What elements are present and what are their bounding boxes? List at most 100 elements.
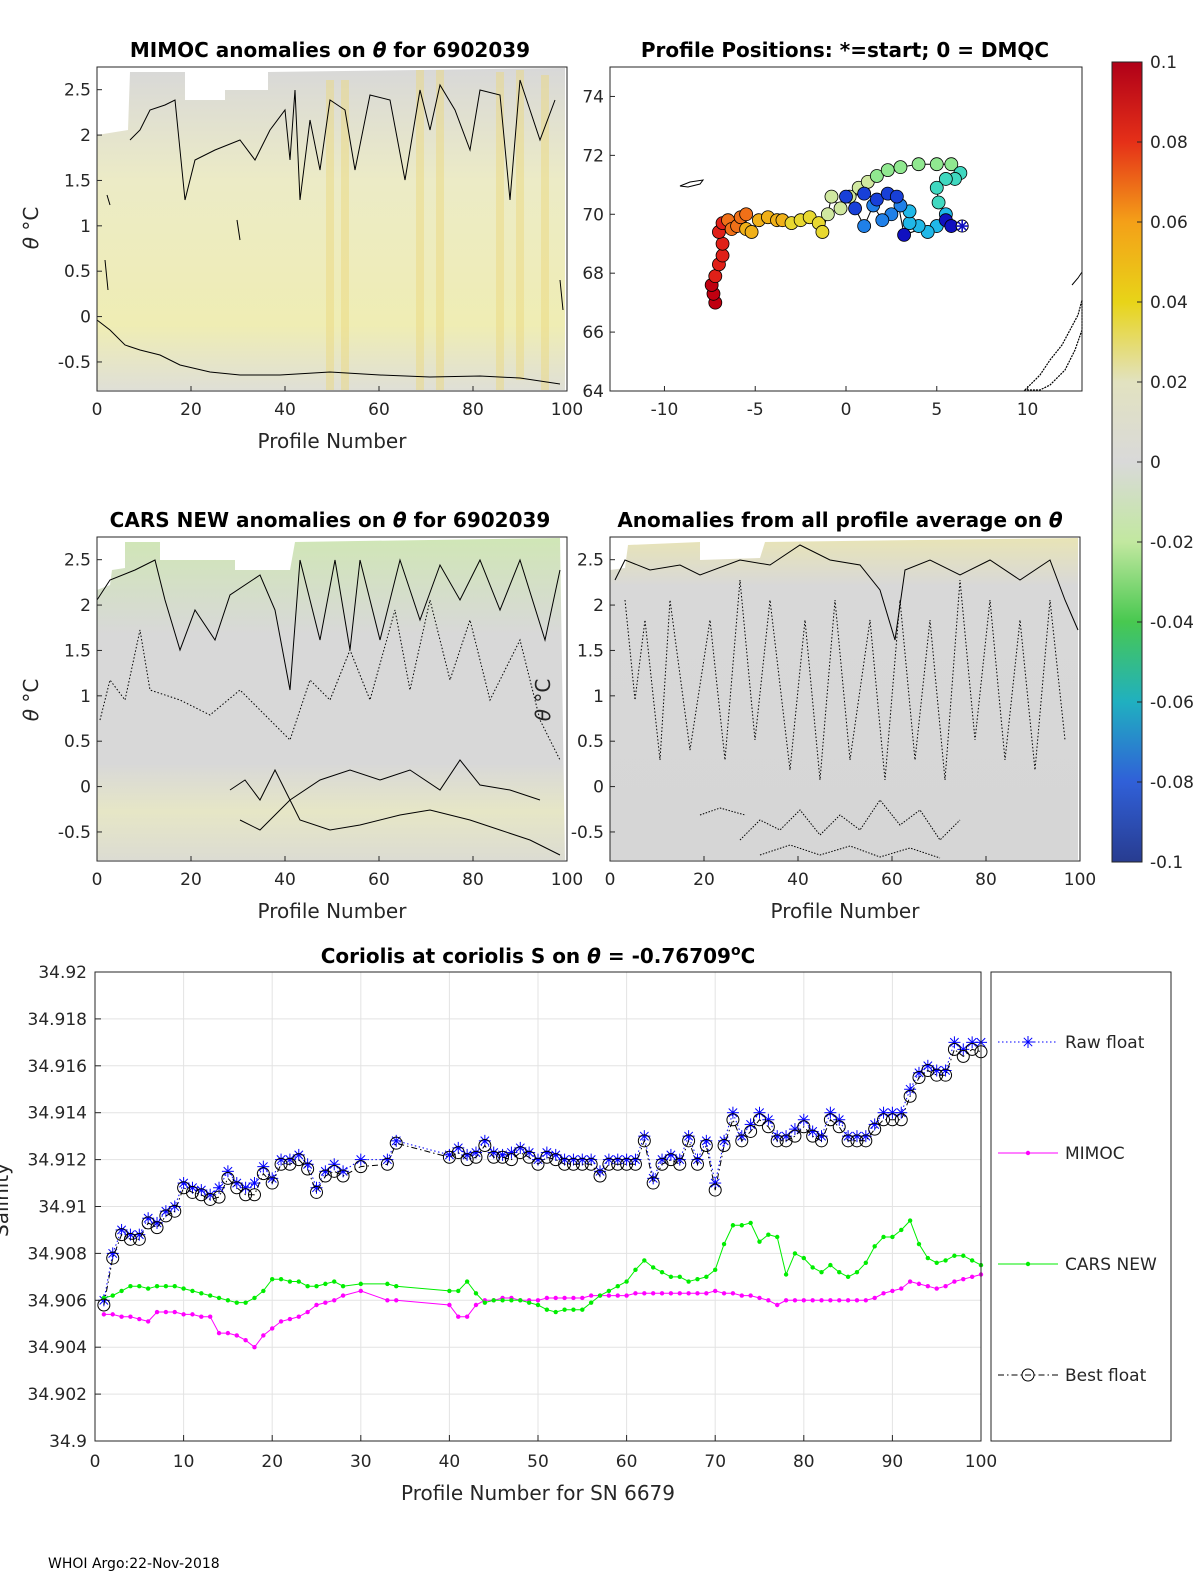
data-point-mimoc	[588, 1293, 594, 1298]
data-point-best-float	[265, 1176, 279, 1190]
data-point-best-float	[664, 1153, 678, 1167]
data-point-best-float	[141, 1216, 155, 1230]
salinity-y-tick-label: 34.918	[28, 1010, 87, 1030]
asterisk-stroke	[772, 1131, 782, 1141]
data-point-best-float	[256, 1167, 270, 1181]
data-point-cars-new	[518, 1298, 523, 1303]
salinity-x-tick-label: 0	[90, 1452, 101, 1472]
cars-y-tick-label: 2	[80, 596, 91, 616]
asterisk-stroke	[957, 221, 967, 231]
data-point-best-float	[531, 1157, 545, 1171]
data-point-mimoc	[535, 1298, 541, 1303]
data-point-cars-new	[305, 1284, 310, 1289]
allavg-x-tick-label: 60	[881, 870, 903, 890]
cars-y-tick-label: -0.5	[58, 823, 91, 843]
data-point-cars-new	[340, 1284, 346, 1289]
allavg-contour-lower	[699, 799, 961, 859]
profile-position-point	[715, 248, 730, 263]
asterisk-stroke	[710, 1178, 720, 1188]
data-point-cars-new	[172, 1284, 177, 1289]
data-point-best-float	[513, 1146, 527, 1160]
data-point-cars-new	[854, 1269, 860, 1275]
colorbar-tick-label: -0.1	[1150, 853, 1183, 873]
data-point-raw-float	[328, 1158, 341, 1171]
mimoc-anomaly-field	[97, 68, 565, 390]
mimoc-warm-streaks	[326, 70, 549, 390]
salinity-xlabel: Profile Number for SN 6679	[401, 1481, 675, 1505]
data-point-mimoc	[110, 1312, 115, 1317]
asterisk-stroke	[232, 1178, 242, 1188]
data-point-cars-new	[961, 1253, 966, 1258]
data-point-best-float	[132, 1232, 146, 1246]
data-point-best-float	[354, 1160, 368, 1174]
data-point-best-float	[620, 1157, 634, 1171]
data-point-mimoc	[837, 1298, 842, 1303]
data-point-best-float	[602, 1157, 616, 1171]
data-point-mimoc	[243, 1337, 248, 1343]
asterisk-stroke	[143, 1213, 153, 1223]
data-point-cars-new	[526, 1300, 532, 1305]
data-point-mimoc	[119, 1314, 124, 1319]
salinity-y-tick-label: 34.902	[28, 1385, 87, 1405]
mimoc-axes-box	[96, 66, 568, 392]
data-point-mimoc	[650, 1291, 656, 1296]
asterisk-stroke	[949, 1037, 959, 1047]
data-point-raw-float	[726, 1106, 739, 1119]
data-point-cars-new	[128, 1284, 133, 1289]
data-point-cars-new	[216, 1295, 222, 1301]
colorbar-tick-label: 0	[1150, 453, 1161, 473]
data-point-raw-float	[354, 1153, 367, 1166]
salinity-yticks: 34.92 34.918 34.916 34.914 34.912 34.91 34.908…	[28, 963, 101, 1452]
allavg-x-tick-label: 40	[787, 870, 809, 890]
data-point-cars-new	[323, 1281, 328, 1287]
data-point-cars-new	[464, 1279, 470, 1284]
data-point-cars-new	[899, 1227, 904, 1233]
data-point-mimoc	[606, 1293, 612, 1298]
positions-y-tick-label: 72	[582, 146, 604, 166]
data-point-mimoc	[181, 1312, 186, 1317]
footer-credit: WHOI Argo:22-Nov-2018	[48, 1556, 220, 1572]
data-point-cars-new	[606, 1288, 612, 1294]
allavg-y-tick-label: 1.5	[577, 641, 604, 661]
data-point-mimoc	[544, 1295, 550, 1301]
salinity-x-tick-label: 40	[439, 1452, 461, 1472]
mimoc-x-tick-label: 100	[551, 400, 583, 420]
asterisk-stroke	[249, 1178, 260, 1188]
data-point-best-float	[646, 1176, 660, 1190]
data-point-cars-new	[845, 1274, 851, 1280]
data-point-cars-new	[225, 1298, 231, 1303]
data-point-mimoc	[713, 1288, 718, 1294]
data-point-best-float	[549, 1153, 563, 1167]
data-point-mimoc	[863, 1298, 869, 1303]
asterisk-stroke	[117, 1225, 127, 1235]
data-point-mimoc	[739, 1293, 744, 1298]
mimoc-xticks: 0 20 40 60 80 100	[92, 386, 583, 420]
data-point-mimoc	[473, 1302, 479, 1308]
data-point-mimoc	[952, 1279, 957, 1284]
mimoc-x-tick-label: 0	[92, 400, 103, 420]
data-point-cars-new	[234, 1300, 239, 1305]
asterisk-stroke	[205, 1190, 215, 1200]
land-outline-1	[679, 179, 705, 188]
data-point-raw-float	[957, 1043, 970, 1056]
profile-position-point	[839, 189, 853, 204]
data-point-raw-float	[257, 1160, 270, 1173]
data-point-cars-new	[199, 1291, 204, 1296]
data-point-cars-new	[615, 1284, 620, 1289]
data-point-mimoc	[464, 1314, 470, 1319]
asterisk-stroke	[179, 1178, 189, 1188]
asterisk-stroke	[639, 1131, 649, 1141]
salinity-ylabel: Salinity	[0, 1163, 13, 1237]
data-point-cars-new	[881, 1234, 886, 1240]
legend-label: Raw float	[1065, 1033, 1145, 1053]
profile-position-point	[744, 225, 759, 239]
data-point-cars-new	[394, 1284, 399, 1289]
asterisk-stroke	[887, 1108, 897, 1118]
data-point-best-float	[247, 1188, 261, 1202]
data-point-best-float	[504, 1153, 518, 1167]
mimoc-y-tick-label: -0.5	[58, 353, 91, 373]
allavg-y-tick-label: 0	[593, 778, 604, 798]
legend-label: Best float	[1065, 1366, 1147, 1386]
data-point-best-float	[460, 1153, 474, 1167]
data-point-mimoc	[154, 1309, 160, 1315]
